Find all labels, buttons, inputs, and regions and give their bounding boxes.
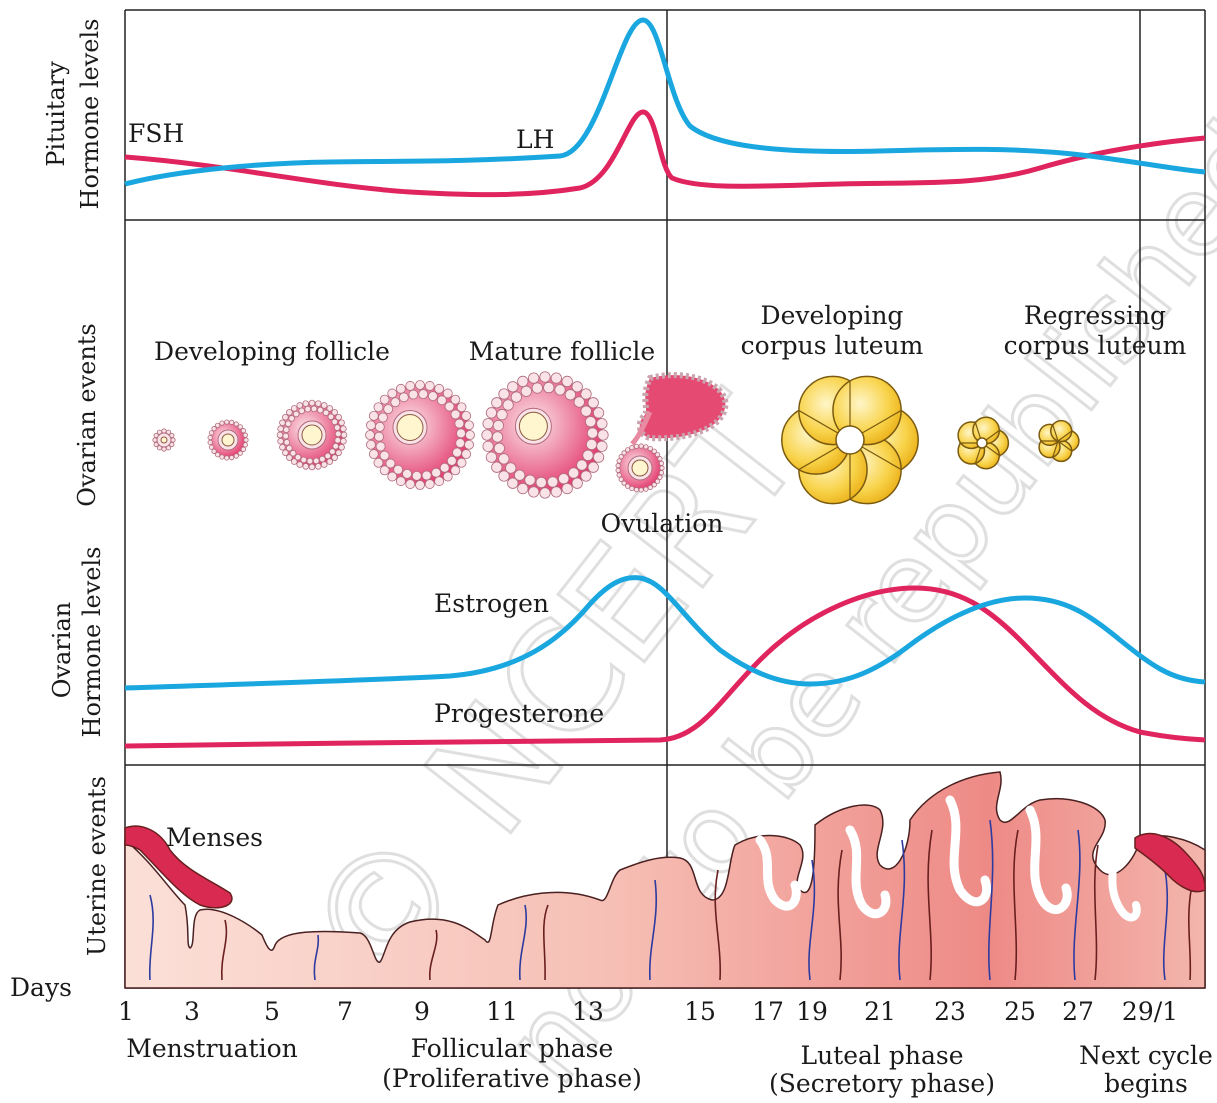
day-tick-label: 11	[486, 997, 518, 1026]
day-tick-label: 17	[752, 997, 784, 1026]
day-tick-label: 9	[414, 997, 430, 1026]
follicle	[481, 371, 609, 499]
follicle	[152, 428, 176, 452]
follicular-phase-label-2: (Proliferative phase)	[382, 1064, 642, 1093]
lh-curve	[124, 17, 1206, 187]
day-tick-label: 5	[264, 997, 280, 1026]
ruptured-follicle	[630, 372, 729, 446]
progesterone-curve	[124, 585, 1206, 749]
day-tick-label: 21	[864, 997, 896, 1026]
pituitary-axis-label-2: Hormone levels	[76, 19, 104, 210]
regressing-cl-label-2: corpus luteum	[1004, 331, 1187, 360]
regressing-corpus-luteum	[957, 416, 1080, 470]
menses-shed-right	[1134, 832, 1206, 893]
day-tick-label: 1	[118, 997, 134, 1026]
day-tick-label: 25	[1004, 997, 1036, 1026]
day-tick-label: 19	[796, 997, 828, 1026]
day-tick-label: 7	[337, 997, 353, 1026]
fsh-curve	[124, 109, 1206, 198]
progesterone-label: Progesterone	[434, 699, 604, 728]
endometrium	[124, 771, 1206, 989]
day-tick-label: 15	[684, 997, 716, 1026]
follicle	[365, 380, 475, 490]
estrogen-curve	[124, 575, 1206, 691]
next-cycle-label-2: begins	[1104, 1069, 1188, 1098]
estrogen-label: Estrogen	[434, 589, 549, 618]
day-tick-label: 29/1	[1122, 997, 1178, 1026]
mature-follicle-label: Mature follicle	[469, 337, 655, 366]
developing-cl-label-1: Developing	[761, 301, 904, 330]
follicle-series	[152, 371, 665, 499]
next-cycle-label-1: Next cycle	[1079, 1041, 1213, 1070]
fsh-label: FSH	[128, 119, 184, 148]
developing-follicle-label: Developing follicle	[154, 337, 390, 366]
luteal-phase-label-2: (Secretory phase)	[769, 1069, 995, 1098]
day-tick-label: 3	[184, 997, 200, 1026]
days-label: Days	[10, 973, 72, 1002]
luteal-phase-label-1: Luteal phase	[800, 1041, 963, 1070]
ovulation-label: Ovulation	[601, 509, 724, 538]
developing-cl-label-2: corpus luteum	[741, 331, 924, 360]
developing-corpus-luteum	[781, 375, 919, 505]
regressing-cl-label-1: Regressing	[1024, 301, 1166, 330]
ovarian-events-axis-label: Ovarian events	[73, 323, 101, 506]
follicular-phase-label-1: Follicular phase	[411, 1034, 614, 1063]
ovarian-hormone-axis-label-1: Ovarian	[48, 602, 76, 698]
pituitary-axis-label-1: Pituitary	[42, 61, 70, 167]
menses-label: Menses	[166, 823, 263, 852]
day-ticks: 1 3 5 7 9 11 13 15 17 19 21 23 25 27 29/1	[118, 997, 1178, 1026]
follicle	[615, 443, 665, 493]
menses-shed-left	[124, 825, 233, 909]
lh-label: LH	[516, 125, 554, 154]
follicle	[207, 419, 249, 461]
ovarian-hormone-axis-label-2: Hormone levels	[78, 547, 106, 738]
uterine-events-axis-label: Uterine events	[83, 776, 111, 956]
day-tick-label: 27	[1062, 997, 1094, 1026]
day-tick-label: 13	[572, 997, 604, 1026]
menstruation-label: Menstruation	[126, 1034, 298, 1063]
follicle	[276, 399, 348, 471]
day-tick-label: 23	[934, 997, 966, 1026]
